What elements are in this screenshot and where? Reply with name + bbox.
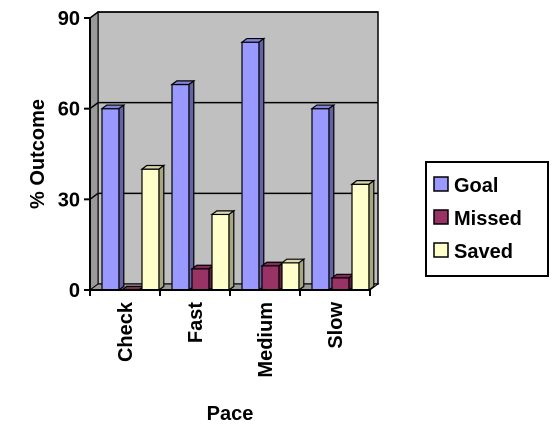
x-tick-label: Slow (325, 302, 347, 349)
axes (84, 17, 371, 296)
x-tick-label: Fast (185, 302, 207, 343)
y-tick-label: 90 (58, 8, 80, 30)
y-tick-label: 60 (58, 99, 80, 121)
y-tick-label: 30 (58, 189, 80, 211)
legend-label-goal: Goal (454, 175, 498, 197)
x-tick-label: Check (115, 301, 137, 362)
legend: Goal Missed Saved (425, 161, 549, 277)
gridline (89, 11, 378, 19)
bars (100, 37, 376, 292)
legend-swatch-saved (433, 242, 449, 258)
y-axis-title: % Outcome (27, 99, 49, 209)
bar-missed-slow (330, 273, 356, 292)
bar-saved-medium (280, 258, 306, 292)
y-tick-labels: 0 30 60 90 (58, 8, 80, 302)
bar-saved-check (140, 164, 166, 292)
x-axis-title: Pace (207, 403, 254, 425)
legend-label-missed: Missed (454, 208, 522, 230)
bar-goal-medium (240, 37, 266, 292)
bar-missed-medium (260, 261, 286, 292)
plot-back-wall (97, 11, 379, 285)
bar-saved-slow (350, 179, 376, 292)
legend-swatch-goal (433, 176, 449, 192)
x-tick-label: Medium (255, 302, 277, 378)
bar-goal-slow (310, 103, 336, 292)
bar-goal-fast (170, 79, 196, 292)
x-tick-labels: Check Fast Medium Slow (115, 301, 347, 377)
legend-swatch-missed (433, 209, 449, 225)
bar-missed-fast (190, 264, 216, 292)
gridline (89, 192, 378, 200)
bar-goal-check (100, 103, 126, 292)
y-tick-label: 0 (69, 280, 80, 302)
gridline (89, 101, 378, 110)
bar-saved-fast (210, 209, 236, 292)
legend-label-saved: Saved (454, 241, 513, 263)
plot-side-wall (89, 11, 99, 291)
